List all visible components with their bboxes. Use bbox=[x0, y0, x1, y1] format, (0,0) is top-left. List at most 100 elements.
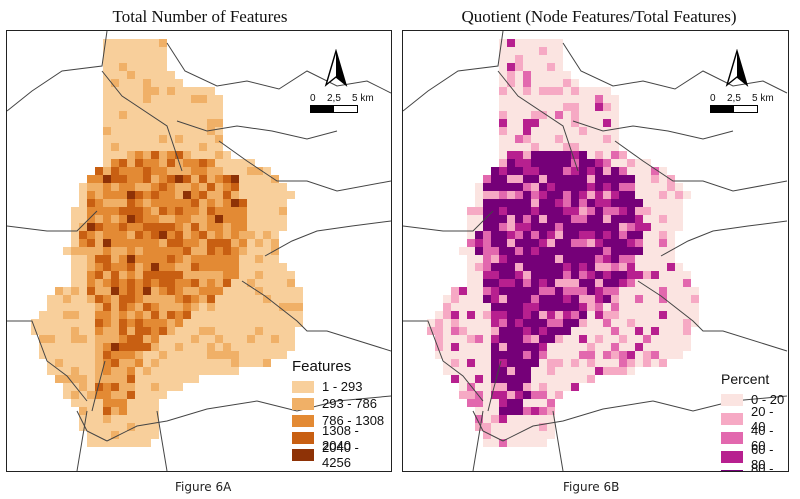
grid-cell bbox=[563, 375, 571, 383]
legend-title: Features bbox=[292, 358, 352, 375]
grid-cell bbox=[603, 135, 611, 143]
grid-cell bbox=[499, 303, 507, 311]
grid-cell bbox=[279, 343, 287, 351]
grid-cell bbox=[127, 351, 135, 359]
grid-cell bbox=[271, 287, 279, 295]
grid-cell bbox=[135, 119, 143, 127]
grid-cell bbox=[215, 207, 223, 215]
grid-cell bbox=[199, 335, 207, 343]
grid-cell bbox=[167, 311, 175, 319]
grid-cell bbox=[651, 167, 659, 175]
grid-cell bbox=[595, 159, 603, 167]
grid-cell bbox=[247, 279, 255, 287]
grid-cell bbox=[87, 175, 95, 183]
grid-cell bbox=[659, 247, 667, 255]
grid-cell bbox=[167, 303, 175, 311]
grid-cell bbox=[271, 279, 279, 287]
grid-cell bbox=[659, 343, 667, 351]
legend-swatch bbox=[292, 397, 314, 410]
grid-cell bbox=[79, 399, 87, 407]
grid-cell bbox=[475, 295, 483, 303]
grid-cell bbox=[143, 143, 151, 151]
grid-cell bbox=[103, 439, 111, 447]
grid-cell bbox=[159, 255, 167, 263]
grid-cell bbox=[435, 319, 443, 327]
grid-cell bbox=[143, 271, 151, 279]
grid-cell bbox=[79, 287, 87, 295]
grid-cell bbox=[111, 143, 119, 151]
grid-cell bbox=[239, 191, 247, 199]
grid-cell bbox=[271, 295, 279, 303]
grid-cell bbox=[595, 279, 603, 287]
grid-cell bbox=[223, 215, 231, 223]
grid-cell bbox=[483, 439, 491, 447]
grid-cell bbox=[279, 279, 287, 287]
grid-cell bbox=[111, 303, 119, 311]
grid-cell bbox=[515, 231, 523, 239]
grid-cell bbox=[79, 279, 87, 287]
grid-cell bbox=[167, 159, 175, 167]
grid-cell bbox=[627, 271, 635, 279]
grid-cell bbox=[143, 383, 151, 391]
grid-cell bbox=[95, 407, 103, 415]
grid-cell bbox=[127, 343, 135, 351]
grid-cell bbox=[135, 399, 143, 407]
grid-cell bbox=[483, 391, 491, 399]
grid-cell bbox=[71, 367, 79, 375]
grid-cell bbox=[467, 239, 475, 247]
grid-cell bbox=[103, 279, 111, 287]
grid-cell bbox=[507, 271, 515, 279]
grid-cell bbox=[127, 263, 135, 271]
grid-cell bbox=[183, 311, 191, 319]
grid-cell bbox=[667, 215, 675, 223]
grid-cell bbox=[547, 223, 555, 231]
grid-cell bbox=[523, 231, 531, 239]
grid-cell bbox=[515, 311, 523, 319]
grid-cell bbox=[635, 271, 643, 279]
grid-cell bbox=[143, 111, 151, 119]
grid-cell bbox=[143, 239, 151, 247]
grid-cell bbox=[643, 319, 651, 327]
grid-cell bbox=[271, 311, 279, 319]
grid-cell bbox=[175, 303, 183, 311]
grid-cell bbox=[127, 247, 135, 255]
grid-cell bbox=[595, 167, 603, 175]
grid-cell bbox=[287, 279, 295, 287]
grid-cell bbox=[111, 343, 119, 351]
grid-cell bbox=[539, 407, 547, 415]
grid-cell bbox=[127, 119, 135, 127]
grid-cell bbox=[515, 159, 523, 167]
grid-cell bbox=[611, 167, 619, 175]
grid-cell bbox=[271, 215, 279, 223]
grid-cell bbox=[547, 159, 555, 167]
grid-cell bbox=[515, 111, 523, 119]
grid-cell bbox=[135, 47, 143, 55]
grid-cell bbox=[255, 231, 263, 239]
district-borders-6b bbox=[403, 31, 788, 471]
grid-cell bbox=[159, 215, 167, 223]
grid-cell bbox=[667, 287, 675, 295]
grid-cell bbox=[587, 207, 595, 215]
grid-cell bbox=[547, 111, 555, 119]
grid-cell bbox=[63, 375, 71, 383]
grid-cell bbox=[523, 63, 531, 71]
grid-cell bbox=[579, 103, 587, 111]
grid-cell bbox=[87, 431, 95, 439]
grid-cell bbox=[167, 359, 175, 367]
grid-cell bbox=[523, 127, 531, 135]
grid-cell bbox=[675, 295, 683, 303]
grid-cell bbox=[531, 215, 539, 223]
grid-cell bbox=[651, 255, 659, 263]
grid-cell bbox=[263, 175, 271, 183]
grid-cell bbox=[675, 199, 683, 207]
grid-cell bbox=[531, 135, 539, 143]
legend-6b: Percent 0 - 20 20 - 40 40 - 60 60 - 80 8… bbox=[721, 371, 788, 471]
grid-cell bbox=[223, 223, 231, 231]
grid-cell bbox=[95, 223, 103, 231]
grid-cell bbox=[127, 215, 135, 223]
district-border bbox=[7, 320, 88, 402]
grid-cell bbox=[539, 327, 547, 335]
grid-cell bbox=[571, 111, 579, 119]
grid-cell bbox=[643, 343, 651, 351]
grid-cell bbox=[47, 359, 55, 367]
